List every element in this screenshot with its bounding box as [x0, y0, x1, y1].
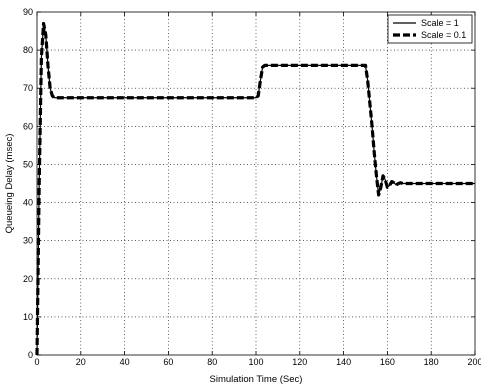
- x-tick-label: 180: [424, 357, 439, 367]
- y-tick-label: 10: [23, 312, 33, 322]
- x-tick-label: 140: [336, 357, 351, 367]
- x-tick-label: 120: [292, 357, 307, 367]
- legend-label-scale-1: Scale = 1: [421, 18, 459, 28]
- x-tick-label: 60: [163, 357, 173, 367]
- x-tick-label: 160: [380, 357, 395, 367]
- y-tick-label: 0: [28, 350, 33, 360]
- x-tick-label: 100: [248, 357, 263, 367]
- y-axis-label: Queueing Delay (msec): [4, 134, 15, 234]
- x-tick-label: 20: [76, 357, 86, 367]
- x-tick-label: 40: [120, 357, 130, 367]
- x-axis-label: Simulation Time (Sec): [210, 374, 303, 384]
- y-tick-label: 40: [23, 198, 33, 208]
- legend-label-scale-0-1: Scale = 0.1: [421, 30, 466, 40]
- y-tick-label: 50: [23, 159, 33, 169]
- x-tick-label: 0: [34, 357, 39, 367]
- y-tick-label: 80: [23, 45, 33, 55]
- x-tick-label: 200: [467, 357, 481, 367]
- y-tick-label: 60: [23, 121, 33, 131]
- y-tick-label: 70: [23, 83, 33, 93]
- y-tick-label: 30: [23, 236, 33, 246]
- legend: Scale = 1 Scale = 0.1: [387, 14, 473, 44]
- series-line-1: [35, 21, 475, 356]
- axis-ticks: 0 20 40 60 80 100 120 140 160 180 200 0 10 20 30 40 50 60…: [23, 7, 481, 367]
- y-tick-label: 20: [23, 274, 33, 284]
- plot-series: [35, 21, 475, 356]
- legend-box: [387, 14, 473, 44]
- y-tick-label: 90: [23, 7, 33, 17]
- x-tick-label: 80: [207, 357, 217, 367]
